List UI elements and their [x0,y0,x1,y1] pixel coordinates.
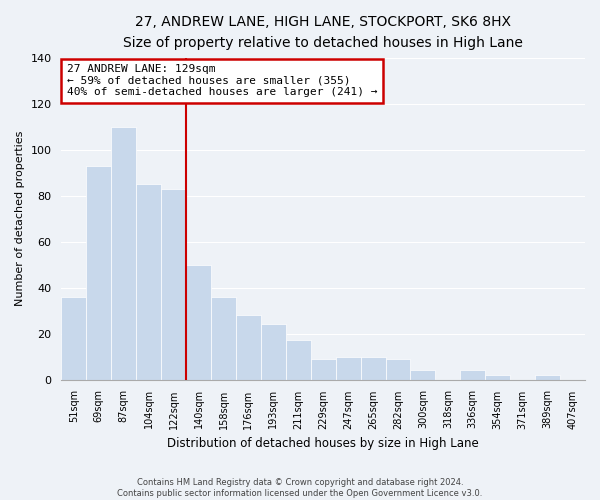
Bar [161,189,186,380]
Bar [286,340,311,380]
Bar [535,375,560,380]
Text: 27 ANDREW LANE: 129sqm
← 59% of detached houses are smaller (355)
40% of semi-de: 27 ANDREW LANE: 129sqm ← 59% of detached… [67,64,377,98]
Bar [460,370,485,380]
Bar [86,166,111,380]
Bar [136,184,161,380]
Title: 27, ANDREW LANE, HIGH LANE, STOCKPORT, SK6 8HX
Size of property relative to deta: 27, ANDREW LANE, HIGH LANE, STOCKPORT, S… [123,15,523,50]
X-axis label: Distribution of detached houses by size in High Lane: Distribution of detached houses by size … [167,437,479,450]
Bar [335,356,361,380]
Bar [485,375,510,380]
Bar [386,359,410,380]
Bar [410,370,436,380]
Bar [361,356,386,380]
Text: Contains HM Land Registry data © Crown copyright and database right 2024.
Contai: Contains HM Land Registry data © Crown c… [118,478,482,498]
Bar [211,297,236,380]
Bar [186,264,211,380]
Y-axis label: Number of detached properties: Number of detached properties [15,131,25,306]
Bar [111,126,136,380]
Bar [61,297,86,380]
Bar [261,324,286,380]
Bar [236,315,261,380]
Bar [311,359,335,380]
